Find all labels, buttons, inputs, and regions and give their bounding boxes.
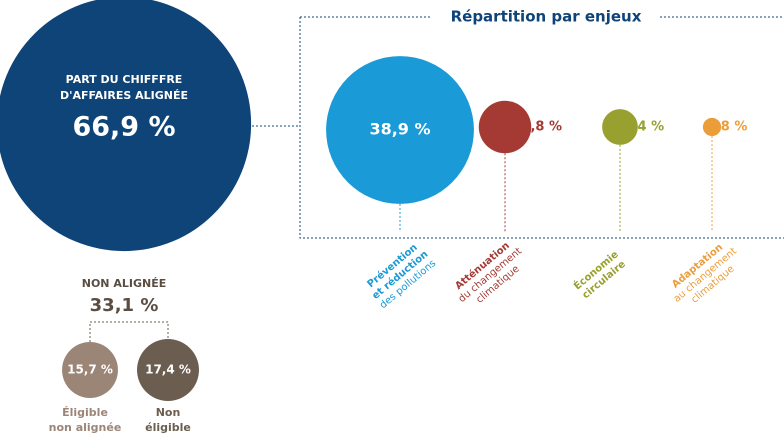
- bubble: [602, 109, 638, 145]
- aligned-bubble: [0, 0, 252, 252]
- non-aligned-label: NON ALIGNÉE: [82, 277, 166, 290]
- frame: [299, 16, 784, 239]
- non-aligned-value: 33,1 %: [90, 295, 159, 316]
- bubble-value: 9,4 %: [624, 120, 665, 135]
- bubble: [702, 117, 722, 137]
- sub-value: 15,7 %: [67, 363, 113, 377]
- aligned-label: D'AFFAIRES ALIGNÉE: [60, 89, 188, 102]
- bubble-value: 38,9 %: [369, 120, 430, 139]
- bubble: [478, 100, 532, 154]
- bubble: [326, 56, 474, 204]
- breakdown-title: Répartition par enjeux: [451, 8, 642, 26]
- aligned-label: PART DU CHIFFFRE: [66, 73, 183, 86]
- sub-bubble: [137, 339, 199, 401]
- aligned-value: 66,9 %: [72, 112, 175, 143]
- sub-label: non alignée: [49, 421, 122, 434]
- sub-label: éligible: [145, 421, 191, 434]
- bubble-value: 13,8 %: [512, 120, 562, 135]
- sub-bubble: [62, 342, 118, 398]
- bracket: [89, 321, 169, 350]
- sub-label: Non: [156, 406, 181, 419]
- sub-value: 17,4 %: [145, 363, 191, 377]
- sub-label: Éligible: [62, 406, 108, 419]
- bubble-value: 4,8 %: [707, 120, 748, 135]
